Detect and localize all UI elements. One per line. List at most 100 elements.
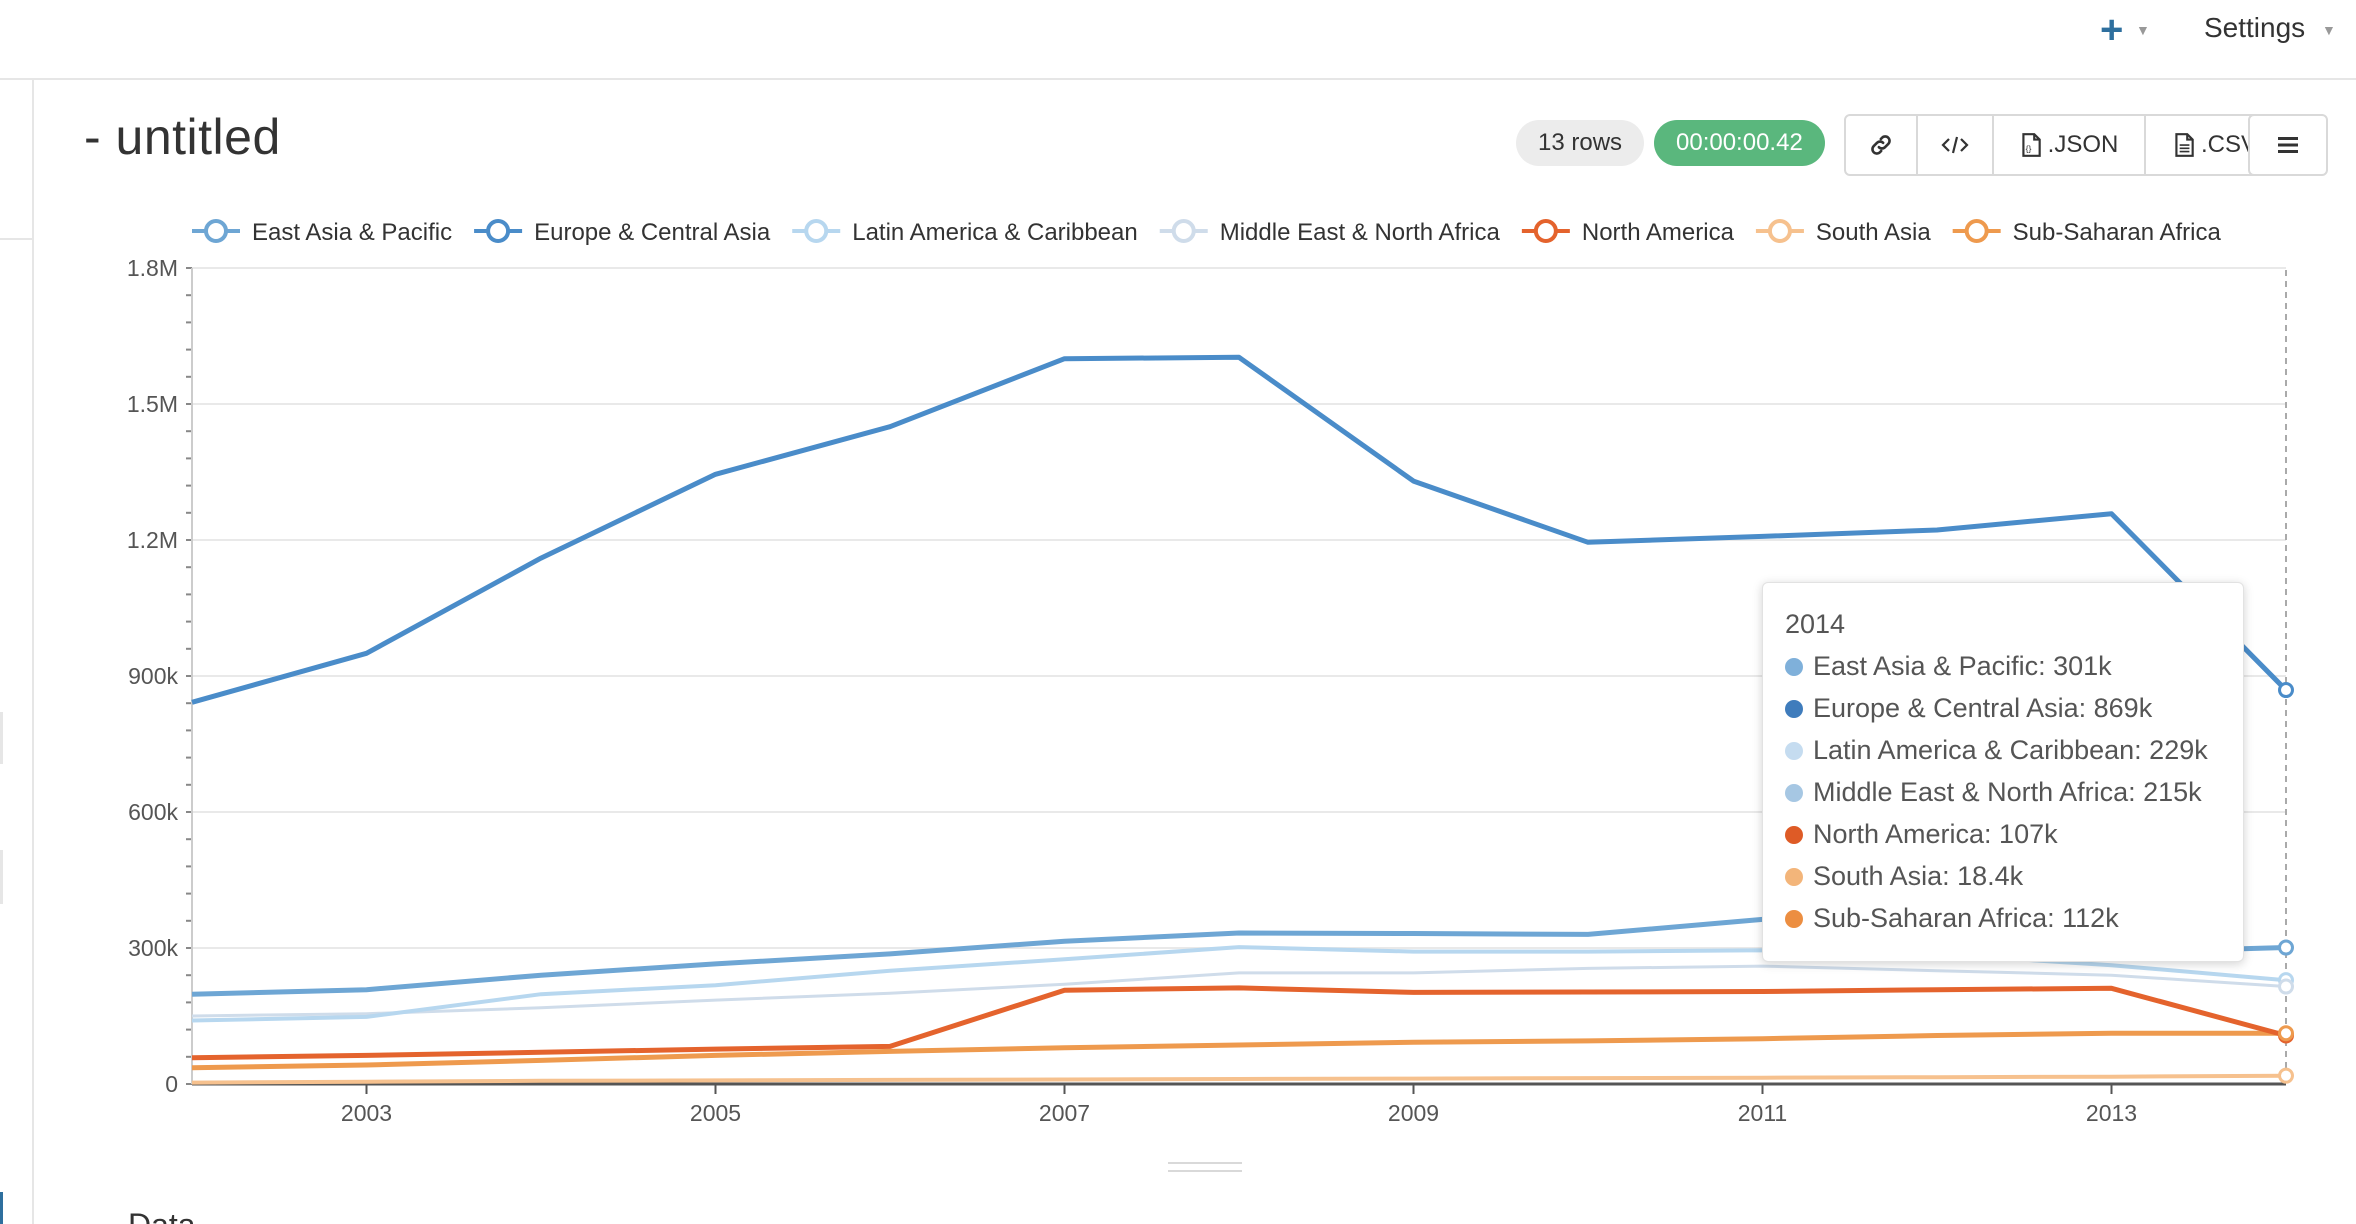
legend-label: Latin America & Caribbean [852,219,1138,246]
csv-label: .CSV [2200,131,2257,158]
y-tick-label: 300k [128,935,178,961]
chevron-down-icon[interactable]: ▼ [2322,22,2336,38]
legend-label: Middle East & North Africa [1220,219,1501,246]
tooltip-entry: North America: 107k [1785,819,2058,850]
tooltip-dot [1785,868,1803,886]
legend-marker [804,219,829,243]
legend-label: East Asia & Pacific [252,219,452,246]
tooltip-text: East Asia & Pacific: 301k [1813,651,2112,681]
chart-legend: East Asia & Pacific Europe & Central Asia… [192,219,2221,246]
legend-item[interactable]: Europe & Central Asia [474,219,771,246]
tooltip-text: Middle East & North Africa: 215k [1813,777,2202,807]
export-button-group: {} .JSON .CSV [1844,114,2286,176]
series-line-south-asia [191,1073,2287,1085]
x-tick-label: 2009 [1388,1100,1439,1126]
tooltip-dot [1785,658,1803,676]
copy-link-button[interactable] [1846,116,1918,174]
tooltip-dot [1785,742,1803,760]
x-tick-label: 2011 [1738,1100,1787,1126]
tooltip-dot [1785,700,1803,718]
hover-point [2278,682,2294,699]
x-tick-label: 2003 [341,1100,392,1126]
x-tick-label: 2007 [1039,1100,1090,1126]
row-count-badge: 13 rows [1516,120,1645,166]
embed-code-button[interactable] [1918,116,1994,174]
legend-item[interactable]: South Asia [1755,219,1931,246]
series-line-europe-central-asia [191,354,2288,705]
legend-marker [1533,219,1558,243]
tooltip-text: North America: 107k [1813,819,2058,849]
query-timer-badge: 00:00:00.42 [1654,120,1825,166]
series-line-middle-east-north-africa [191,964,2287,1018]
json-label: .JSON [2047,131,2119,158]
tooltip-entry: Europe & Central Asia: 869k [1785,693,2152,724]
hover-point [2278,939,2294,956]
legend-label: North America [1582,219,1735,246]
series-line-north-america [191,985,2287,1061]
csv-file-icon [2175,133,2194,157]
y-tick-label: 0 [165,1071,178,1097]
legend-item[interactable]: North America [1521,219,1735,246]
tooltip-year: 2014 [1785,609,1846,639]
hover-point [2278,978,2294,995]
more-menu-button[interactable] [2248,114,2328,176]
left-panel-active-indicator [0,1192,3,1224]
hover-point [2278,1025,2294,1042]
legend-marker [1171,219,1196,243]
tooltip-text: Sub-Saharan Africa: 112k [1813,903,2119,933]
page-title[interactable]: - untitled [84,109,281,165]
tooltip-entry: Middle East & North Africa: 215k [1785,777,2202,808]
left-panel-handle[interactable] [0,850,3,904]
chevron-down-icon[interactable]: ▼ [2136,22,2150,38]
y-tick-label: 1.2M [127,527,178,553]
tooltip-entry: Sub-Saharan Africa: 112k [1785,903,2119,934]
hover-point [2278,1067,2294,1084]
tooltip-dot [1785,826,1803,844]
top-nav-bar: + ▼ Settings ▼ [0,0,2356,80]
hamburger-icon [2278,137,2298,153]
legend-marker [1767,219,1792,243]
link-icon [1871,135,1891,155]
series-line-sub-saharan-africa [191,1030,2286,1071]
y-axis: 0 300k 600k 900k 1.2M 1.5M 1.8M [127,255,193,1097]
legend-marker [486,219,511,243]
y-tick-label: 1.5M [127,391,178,417]
legend-label: Sub-Saharan Africa [2013,219,2222,246]
tooltip-text: South Asia: 18.4k [1813,861,2024,891]
tooltip-dot [1785,910,1803,928]
legend-item[interactable]: Latin America & Caribbean [792,219,1138,246]
left-panel-handle[interactable] [0,712,3,764]
code-icon [1941,136,1969,154]
download-json-button[interactable]: {} .JSON [1994,116,2146,174]
legend-label: South Asia [1816,219,1931,246]
hover-points [2278,682,2294,1084]
legend-item[interactable]: Sub-Saharan Africa [1952,219,2222,246]
x-axis: 2003 2005 2007 2009 2011 2013 [192,1082,2286,1126]
y-tick-label: 600k [128,799,178,825]
resize-handle[interactable] [1168,1162,1242,1164]
tooltip-entry: South Asia: 18.4k [1785,861,2023,892]
legend-label: Europe & Central Asia [534,219,771,246]
legend-marker [204,219,228,243]
plus-icon[interactable]: + [2100,8,2124,52]
x-tick-label: 2005 [690,1100,741,1126]
svg-text:{}: {} [2025,144,2031,154]
legend-item[interactable]: East Asia & Pacific [192,219,452,246]
tooltip-text: Europe & Central Asia: 869k [1813,693,2153,723]
tooltip-text: Latin America & Caribbean: 229k [1813,735,2208,765]
chart-tooltip: 2014 East Asia & Pacific: 301k Europe & C… [1762,582,2244,962]
data-section-tab[interactable]: Data [128,1210,196,1224]
tooltip-entry: East Asia & Pacific: 301k [1785,651,2112,682]
legend-marker [1964,219,1989,243]
settings-menu[interactable]: Settings [2204,12,2306,43]
tooltip-dot [1785,784,1803,802]
json-file-icon: {} [2021,133,2041,157]
tooltip-entry: Latin America & Caribbean: 229k [1785,735,2208,766]
download-csv-button[interactable]: .CSV [2146,116,2284,174]
legend-item[interactable]: Middle East & North Africa [1159,219,1501,246]
y-tick-label: 1.8M [127,255,178,281]
resize-handle[interactable] [1168,1170,1242,1172]
x-tick-label: 2013 [2086,1100,2137,1126]
left-panel-divider [0,238,32,240]
y-tick-label: 900k [128,663,178,689]
